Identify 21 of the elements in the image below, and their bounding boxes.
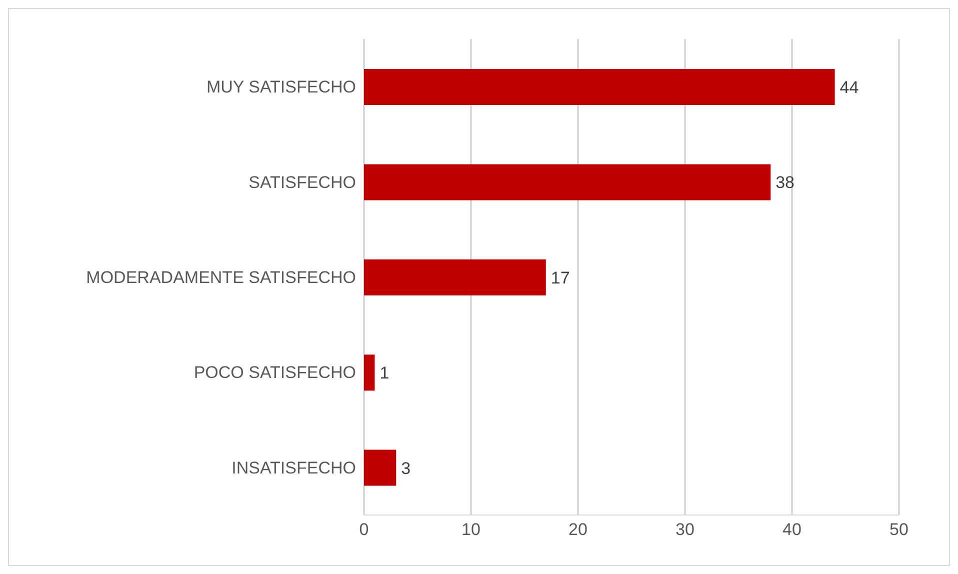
bar — [364, 354, 375, 391]
data-label: 38 — [776, 173, 795, 192]
y-tick-label: MUY SATISFECHO — [206, 78, 356, 97]
data-label: 3 — [401, 458, 411, 478]
x-tick-label: 20 — [568, 520, 588, 540]
y-tick-label: INSATISFECHO — [232, 458, 356, 478]
x-tick-label: 30 — [676, 520, 694, 540]
x-tick-label: 0 — [359, 520, 369, 540]
x-tick-label: 50 — [890, 520, 908, 540]
bar — [364, 450, 396, 486]
y-tick-label: POCO SATISFECHO — [194, 363, 356, 382]
y-tick-label: SATISFECHO — [248, 172, 356, 192]
data-label: 17 — [550, 268, 570, 288]
bar — [364, 164, 771, 200]
x-tick-label: 40 — [782, 520, 802, 540]
data-label: 1 — [380, 364, 390, 383]
bar — [364, 69, 835, 105]
y-tick-label: MODERADAMENTE SATISFECHO — [86, 268, 356, 288]
x-tick-label: 10 — [462, 520, 480, 540]
data-label: 44 — [840, 78, 859, 98]
bar — [364, 259, 546, 296]
